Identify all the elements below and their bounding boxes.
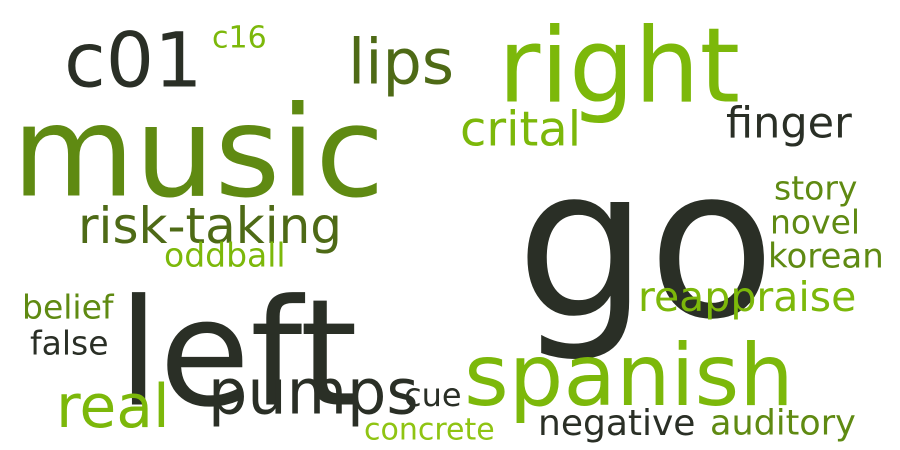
word-auditory: auditory bbox=[710, 403, 856, 444]
word-finger: finger bbox=[726, 98, 852, 149]
word-go: go bbox=[516, 123, 776, 366]
word-c01: c01 bbox=[64, 15, 203, 105]
word-reappraise: reappraise bbox=[638, 273, 857, 322]
word-crital: crital bbox=[460, 101, 582, 158]
word-pumps: pumps bbox=[208, 355, 419, 429]
word-negative: negative bbox=[538, 402, 696, 444]
word-story: story bbox=[774, 168, 858, 208]
word-cue: cue bbox=[404, 376, 462, 415]
word-concrete: concrete bbox=[364, 412, 495, 448]
word-spanish: spanish bbox=[464, 325, 794, 426]
word-left: left bbox=[118, 267, 358, 440]
word-false: false bbox=[30, 323, 109, 363]
word-oddball: oddball bbox=[164, 235, 286, 275]
word-belief: belief bbox=[22, 287, 114, 327]
word-right: right bbox=[498, 6, 741, 127]
word-real: real bbox=[56, 372, 170, 443]
word-c16: c16 bbox=[212, 20, 267, 56]
word-lips: lips bbox=[348, 25, 455, 99]
word-risk-taking: risk-taking bbox=[78, 197, 343, 255]
word-novel: novel bbox=[770, 202, 861, 242]
word-korean: korean bbox=[768, 236, 884, 277]
word-music: music bbox=[12, 78, 385, 226]
